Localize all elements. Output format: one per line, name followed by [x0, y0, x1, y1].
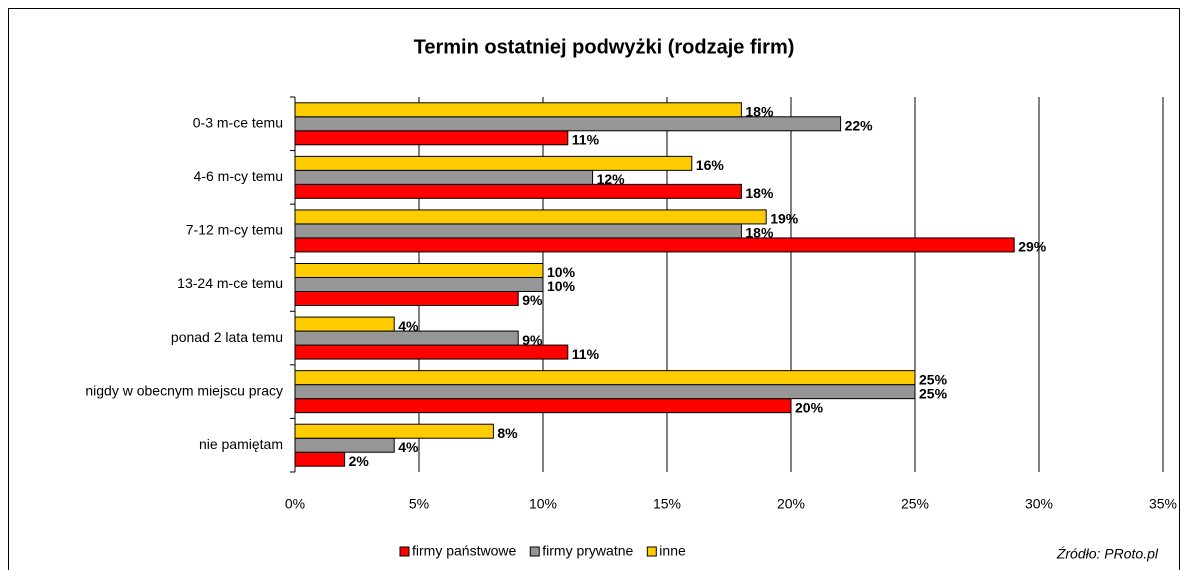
bar — [294, 370, 916, 386]
legend-swatch — [399, 546, 410, 557]
value-label: 10% — [547, 264, 576, 280]
value-label: 18% — [745, 185, 774, 201]
chart-frame — [8, 8, 1180, 570]
y-tick-label: nigdy w obecnym miejscu pracy — [85, 382, 283, 398]
value-label: 4% — [398, 318, 419, 334]
legend-label: inne — [659, 543, 686, 559]
y-tick-label: ponad 2 lata temu — [171, 329, 283, 345]
value-label: 8% — [497, 425, 518, 441]
value-label: 9% — [522, 292, 543, 308]
bar — [294, 155, 693, 171]
legend-label: firmy prywatne — [542, 543, 633, 559]
value-label: 18% — [745, 225, 774, 241]
bar — [294, 277, 544, 292]
bar — [294, 423, 494, 439]
source-note: Źródło: PRoto.pl — [1056, 546, 1159, 562]
y-tick-label: 7-12 m-cy temu — [186, 222, 283, 238]
bar — [294, 263, 544, 278]
bar — [294, 169, 594, 185]
value-label: 2% — [349, 453, 370, 469]
legend-swatch — [529, 546, 540, 557]
value-label: 16% — [696, 157, 725, 173]
value-label: 11% — [572, 346, 600, 362]
value-label: 12% — [597, 171, 626, 187]
x-tick-label: 35% — [1149, 496, 1177, 512]
y-tick-label: nie pamiętam — [199, 436, 283, 452]
bar — [294, 223, 742, 239]
bar — [294, 102, 742, 118]
bar — [294, 384, 916, 400]
chart-title: Termin ostatniej podwyżki (rodzaje firm) — [414, 36, 795, 58]
value-label: 20% — [795, 399, 824, 415]
legend-label: firmy państwowe — [412, 543, 516, 559]
x-tick-label: 5% — [409, 496, 429, 512]
y-tick-label: 0-3 m-ce temu — [193, 114, 283, 130]
value-label: 22% — [845, 117, 874, 133]
x-tick-label: 10% — [529, 496, 557, 512]
bar — [294, 437, 395, 453]
value-label: 18% — [745, 103, 774, 119]
y-tick-label: 4-6 m-cy temu — [194, 168, 283, 184]
value-label: 25% — [919, 385, 948, 401]
value-label: 19% — [770, 211, 799, 227]
bar — [294, 183, 742, 199]
bar — [294, 237, 1015, 253]
x-tick-label: 15% — [653, 496, 681, 512]
x-tick-label: 30% — [1025, 496, 1053, 512]
value-label: 11% — [572, 131, 600, 147]
value-label: 9% — [522, 332, 543, 348]
x-tick-label: 25% — [901, 496, 929, 512]
x-tick-label: 0% — [285, 496, 305, 512]
value-label: 25% — [919, 371, 948, 387]
bar — [294, 316, 395, 332]
x-tick-label: 20% — [777, 496, 805, 512]
bar — [294, 330, 519, 346]
bar — [294, 291, 519, 306]
value-label: 10% — [547, 278, 576, 294]
y-tick-label: 13-24 m-ce temu — [177, 275, 283, 291]
value-label: 29% — [1018, 239, 1047, 255]
bar — [294, 130, 569, 146]
bar — [294, 398, 792, 414]
value-label: 4% — [398, 439, 419, 455]
bar — [294, 209, 767, 225]
bar — [294, 451, 346, 467]
legend-swatch — [646, 546, 657, 557]
